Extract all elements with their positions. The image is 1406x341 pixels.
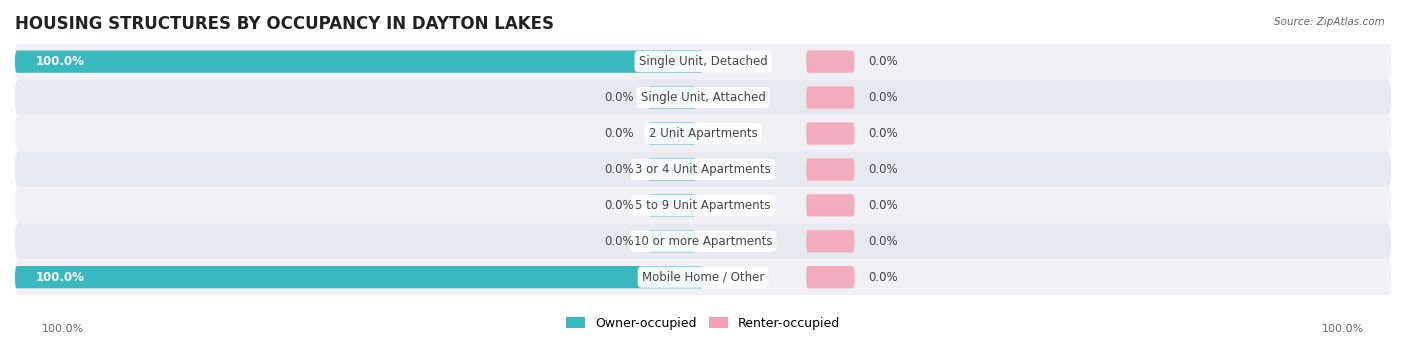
Text: 2 Unit Apartments: 2 Unit Apartments — [648, 127, 758, 140]
Text: 0.0%: 0.0% — [868, 55, 898, 68]
FancyBboxPatch shape — [806, 87, 855, 109]
Text: Mobile Home / Other: Mobile Home / Other — [641, 271, 765, 284]
FancyBboxPatch shape — [15, 116, 1391, 151]
Text: 0.0%: 0.0% — [868, 271, 898, 284]
FancyBboxPatch shape — [15, 187, 1391, 223]
FancyBboxPatch shape — [806, 122, 855, 145]
FancyBboxPatch shape — [15, 79, 1391, 116]
FancyBboxPatch shape — [648, 87, 696, 109]
Text: 100.0%: 100.0% — [1322, 324, 1364, 334]
FancyBboxPatch shape — [648, 194, 696, 217]
Text: 3 or 4 Unit Apartments: 3 or 4 Unit Apartments — [636, 163, 770, 176]
FancyBboxPatch shape — [806, 194, 855, 217]
FancyBboxPatch shape — [806, 266, 855, 288]
Text: 0.0%: 0.0% — [868, 235, 898, 248]
FancyBboxPatch shape — [15, 151, 1391, 187]
FancyBboxPatch shape — [15, 259, 1391, 295]
Text: 10 or more Apartments: 10 or more Apartments — [634, 235, 772, 248]
FancyBboxPatch shape — [15, 44, 1391, 79]
FancyBboxPatch shape — [648, 230, 696, 252]
Text: 0.0%: 0.0% — [605, 199, 634, 212]
FancyBboxPatch shape — [806, 158, 855, 180]
Text: 0.0%: 0.0% — [605, 91, 634, 104]
Text: 0.0%: 0.0% — [868, 127, 898, 140]
Text: Single Unit, Detached: Single Unit, Detached — [638, 55, 768, 68]
FancyBboxPatch shape — [648, 122, 696, 145]
Text: HOUSING STRUCTURES BY OCCUPANCY IN DAYTON LAKES: HOUSING STRUCTURES BY OCCUPANCY IN DAYTO… — [15, 15, 554, 33]
Text: 0.0%: 0.0% — [868, 91, 898, 104]
FancyBboxPatch shape — [806, 230, 855, 252]
Legend: Owner-occupied, Renter-occupied: Owner-occupied, Renter-occupied — [561, 312, 845, 335]
Text: Source: ZipAtlas.com: Source: ZipAtlas.com — [1274, 17, 1385, 27]
Text: 100.0%: 100.0% — [35, 55, 84, 68]
Text: 0.0%: 0.0% — [605, 127, 634, 140]
Text: 100.0%: 100.0% — [42, 324, 84, 334]
FancyBboxPatch shape — [15, 266, 703, 288]
Text: 0.0%: 0.0% — [868, 163, 898, 176]
FancyBboxPatch shape — [15, 223, 1391, 259]
Text: 0.0%: 0.0% — [605, 235, 634, 248]
Text: 100.0%: 100.0% — [35, 271, 84, 284]
FancyBboxPatch shape — [15, 50, 703, 73]
Text: 0.0%: 0.0% — [605, 163, 634, 176]
Text: Single Unit, Attached: Single Unit, Attached — [641, 91, 765, 104]
Text: 0.0%: 0.0% — [868, 199, 898, 212]
FancyBboxPatch shape — [806, 50, 855, 73]
Text: 5 to 9 Unit Apartments: 5 to 9 Unit Apartments — [636, 199, 770, 212]
FancyBboxPatch shape — [648, 158, 696, 180]
